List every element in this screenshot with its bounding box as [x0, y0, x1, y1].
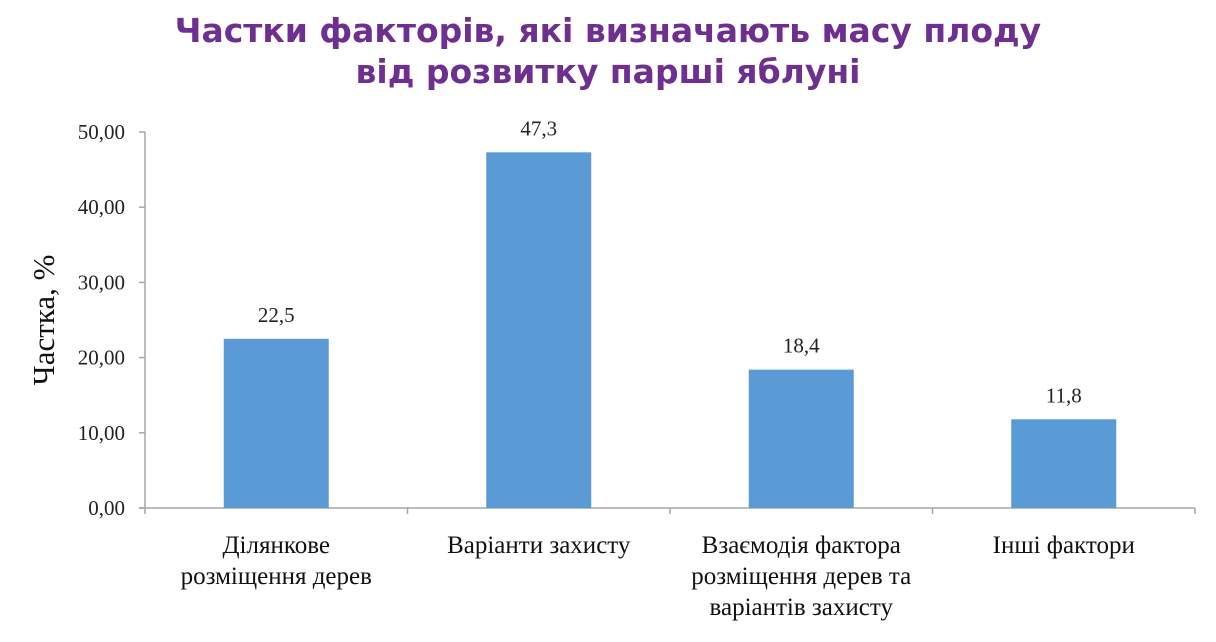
category-label-line: розміщення дерев: [181, 563, 372, 590]
data-label: 22,5: [258, 303, 295, 327]
category-label: Інші фактори: [993, 532, 1135, 559]
data-label: 18,4: [783, 334, 820, 358]
chart-bars: [223, 152, 1117, 508]
category-label: Варіанти захисту: [447, 532, 631, 559]
chart-title-line-1: Частки факторів, які визначають масу пло…: [174, 11, 1042, 50]
bar: [486, 152, 592, 508]
category-label-line: Взаємодія фактора: [702, 532, 901, 559]
y-axis-title: Частка, %: [26, 255, 61, 386]
y-tick-label: 20,00: [78, 346, 125, 370]
y-tick-label: 30,00: [78, 270, 125, 294]
chart-title: Частки факторів, які визначають масу пло…: [0, 10, 1216, 92]
y-tick-label: 10,00: [78, 421, 125, 445]
category-label-line: варіантів захисту: [710, 594, 894, 621]
y-tick-label: 50,00: [78, 120, 125, 144]
bar: [1011, 419, 1117, 508]
y-tick-label: 40,00: [78, 195, 125, 219]
category-label-line: Інші фактори: [993, 532, 1135, 559]
bar: [748, 369, 854, 508]
chart-axes: 0,00 10,00 20,00 30,00 40,00 50,00: [78, 120, 1196, 520]
category-label: Взаємодія фактора розміщення дерев та варі…: [691, 532, 911, 621]
category-label: Ділянкове розміщення дерев: [181, 532, 372, 590]
category-label-line: Варіанти захисту: [447, 532, 631, 559]
data-label: 47,3: [520, 116, 557, 140]
category-label-line: розміщення дерев та: [691, 563, 911, 590]
bar: [223, 338, 329, 508]
chart-labels: 22,5 Ділянкове розміщення дерев 47,3 Варіант…: [181, 116, 1135, 621]
data-label: 11,8: [1046, 383, 1082, 407]
y-tick-label: 0,00: [88, 496, 125, 520]
category-label-line: Ділянкове: [223, 532, 330, 559]
chart-title-line-2: від розвитку парші яблуні: [355, 52, 861, 91]
